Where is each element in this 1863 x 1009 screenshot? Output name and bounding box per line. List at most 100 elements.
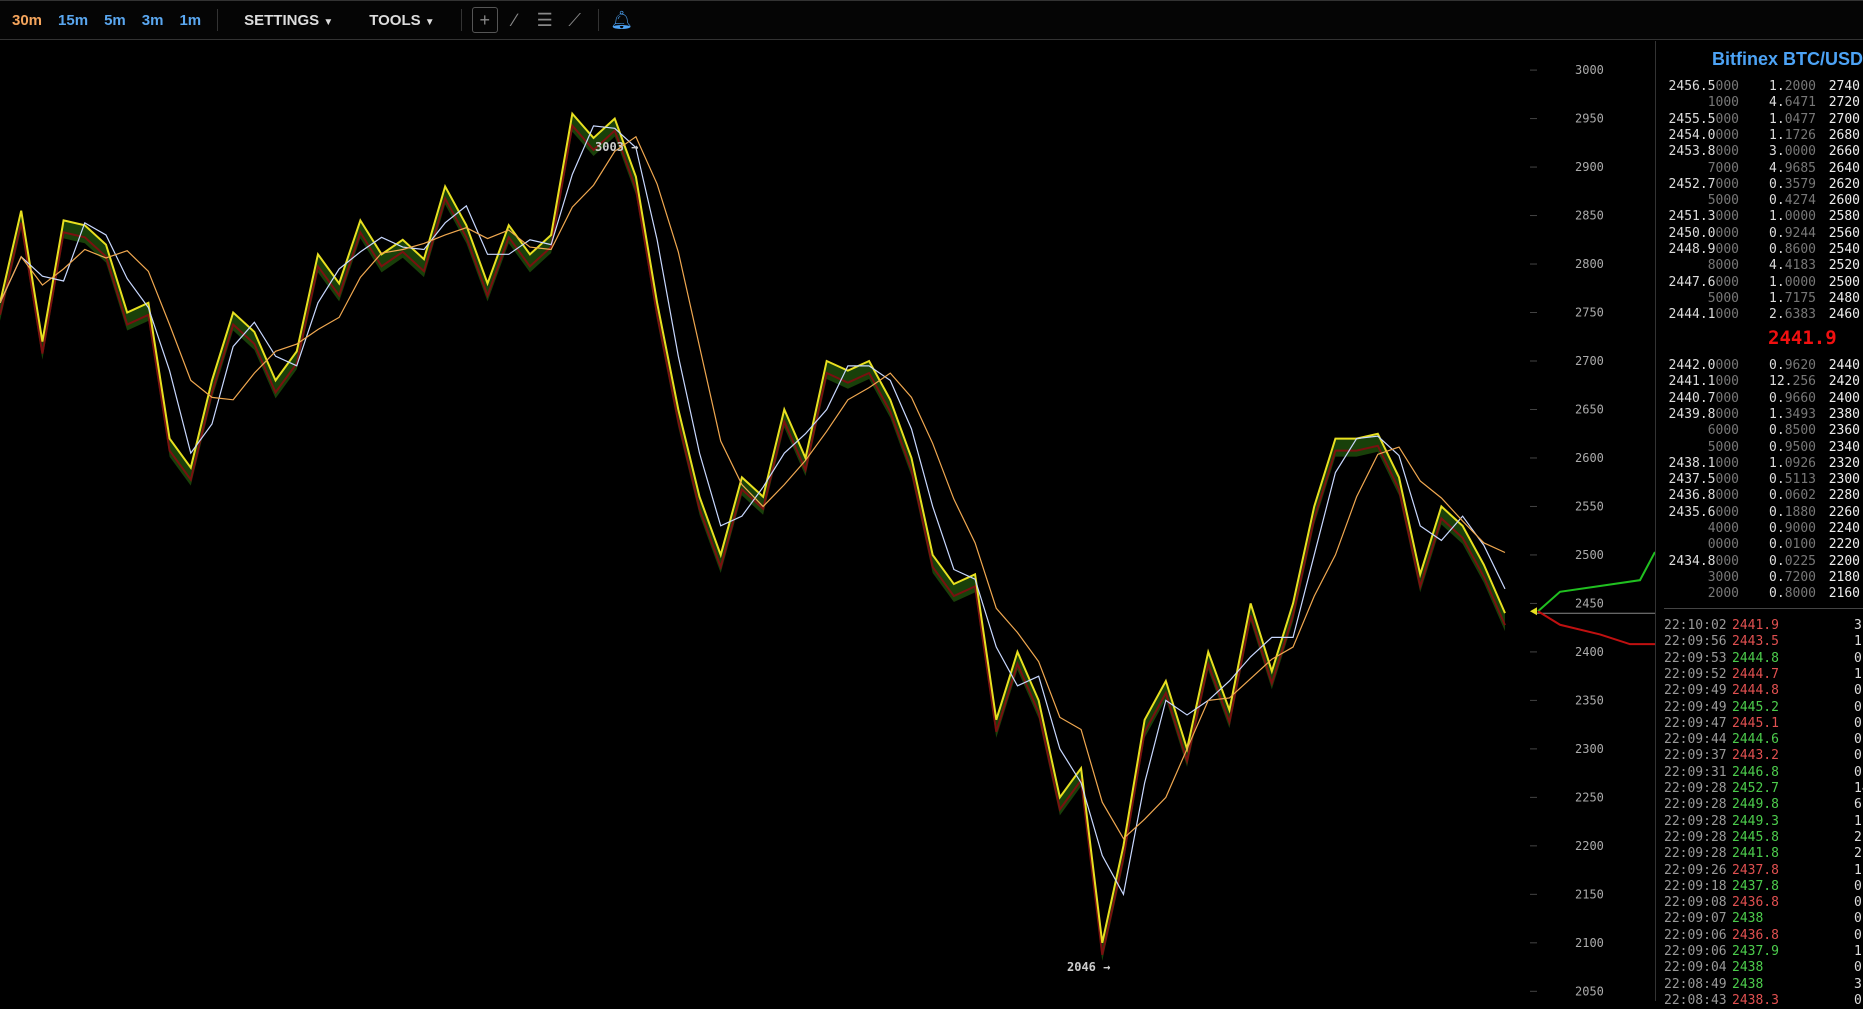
trade-price: 2437.8 — [1732, 878, 1779, 894]
price: 2438.1000 — [1669, 456, 1739, 471]
trade-price: 2443.5 — [1732, 634, 1779, 650]
trade-amount: 2. — [1854, 846, 1863, 862]
amount-minor: 6383 — [1784, 307, 1816, 323]
trade-row: 22:09:47 2445.1 0. — [1664, 716, 1863, 732]
total: 2200 — [1828, 553, 1860, 569]
orderbook-row[interactable]: 0000 0.0100 2220 — [1664, 537, 1863, 553]
orderbook-row[interactable]: 7000 4.9685 2640 — [1664, 161, 1863, 177]
price-minor: 000 — [1715, 358, 1739, 373]
trade-amount: 1. — [1854, 634, 1863, 650]
amount-major: 0. — [1769, 242, 1785, 257]
y-tick-label: 2950 — [1575, 112, 1604, 126]
amount-major: 1. — [1769, 111, 1785, 127]
price: 2451.3000 — [1669, 209, 1739, 224]
orderbook-row[interactable]: 2451.3000 1.0000 2580 — [1664, 209, 1863, 225]
price-minor: 000 — [1715, 242, 1739, 257]
price-chart[interactable]: 3000 2950 2900 2850 2800 2750 2700 2650 2600 2550… — [0, 41, 1655, 1001]
price-minor: 000 — [1715, 553, 1739, 569]
amount-minor: 0477 — [1784, 111, 1816, 127]
orderbook-row[interactable]: 2448.9000 0.8600 2540 — [1664, 242, 1863, 258]
price: 2448.9000 — [1669, 242, 1739, 257]
orderbook-row[interactable]: 5000 0.9500 2340 — [1664, 440, 1863, 456]
price: 2450.0000 — [1669, 226, 1739, 241]
timeframe-30m[interactable]: 30m — [12, 11, 43, 29]
orderbook-row[interactable]: 2456.5000 1.2000 2740 — [1664, 79, 1863, 95]
trade-price: 2449.3 — [1732, 813, 1779, 829]
trade-time: 22:09:49 — [1664, 699, 1727, 715]
orderbook-row[interactable]: 2453.8000 3.0000 2660 — [1664, 144, 1863, 160]
orderbook-row[interactable]: 3000 0.7200 2180 — [1664, 570, 1863, 586]
y-tick-label: 2100 — [1575, 936, 1604, 950]
price-line — [0, 111, 1506, 944]
amount-major: 2. — [1769, 307, 1785, 323]
trade-time: 22:09:47 — [1664, 715, 1727, 731]
timeframe-1m[interactable]: 1m — [179, 11, 202, 29]
orderbook-row[interactable]: 2455.5000 1.0477 2700 — [1664, 112, 1863, 128]
fan-icon[interactable]: ⟋ — [568, 9, 581, 30]
y-tick-label: 2450 — [1575, 596, 1604, 610]
orderbook-row[interactable]: 2450.0000 0.9244 2560 — [1664, 226, 1863, 242]
trade-time: 22:09:28 — [1664, 813, 1727, 829]
trade-row: 22:09:49 2444.8 0. — [1664, 683, 1863, 699]
trade-time: 22:09:31 — [1664, 764, 1727, 780]
orderbook-row[interactable]: 2441.1000 12.256 2420 — [1664, 374, 1863, 390]
horizontal-lines-icon[interactable]: ☰ — [536, 9, 553, 30]
price: 2454.0000 — [1669, 128, 1739, 143]
trendline-icon[interactable]: ∕ — [513, 9, 517, 30]
orderbook-row[interactable]: 2439.8000 1.3493 2380 — [1664, 407, 1863, 423]
tools-menu[interactable]: TOOLS ▼ — [351, 12, 452, 29]
bid-depth-line — [1537, 551, 1655, 613]
y-tick-label: 2050 — [1575, 984, 1604, 998]
orderbook-row[interactable]: 2000 0.8000 2160 — [1664, 586, 1863, 602]
amount-minor: 0000 — [1784, 144, 1816, 160]
price-major: 2453.8 — [1668, 144, 1716, 160]
orderbook-row[interactable]: 2447.6000 1.0000 2500 — [1664, 275, 1863, 291]
y-tick-label: 2900 — [1575, 160, 1604, 174]
orderbook-row[interactable]: 8000 4.4183 2520 — [1664, 258, 1863, 274]
amount-minor: 9500 — [1784, 439, 1816, 455]
timeframe-5m[interactable]: 5m — [104, 11, 126, 29]
total: 2220 — [1828, 537, 1860, 553]
settings-menu[interactable]: SETTINGS ▼ — [226, 12, 351, 29]
amount: 0.9500 — [1769, 440, 1816, 455]
orderbook-row[interactable]: 2434.8000 0.0225 2200 — [1664, 554, 1863, 570]
trade-amount: 1. — [1854, 862, 1863, 878]
orderbook-row[interactable]: 5000 1.7175 2480 — [1664, 291, 1863, 307]
amount: 0.5113 — [1769, 472, 1816, 487]
orderbook-row[interactable]: 2454.0000 1.1726 2680 — [1664, 128, 1863, 144]
amount-major: 0. — [1769, 504, 1785, 520]
orderbook-row[interactable]: 6000 0.8500 2360 — [1664, 423, 1863, 439]
orderbook-row[interactable]: 4000 0.9000 2240 — [1664, 521, 1863, 537]
amount-major: 1. — [1769, 127, 1785, 143]
trade-row: 22:09:28 2445.8 2. — [1664, 830, 1863, 846]
orderbook-row[interactable]: 2438.1000 1.0926 2320 — [1664, 456, 1863, 472]
orderbook-row[interactable]: 2436.8000 0.0602 2280 — [1664, 488, 1863, 504]
amount-major: 3. — [1769, 144, 1785, 160]
orderbook-row[interactable]: 1000 4.6471 2720 — [1664, 95, 1863, 111]
trade-price: 2438 — [1732, 976, 1764, 992]
crosshair-icon[interactable]: + — [471, 7, 498, 33]
price: 0000 — [1708, 537, 1739, 552]
orderbook-row[interactable]: 5000 0.4274 2600 — [1664, 193, 1863, 209]
orderbook-row[interactable]: 2440.7000 0.9660 2400 — [1664, 391, 1863, 407]
trade-amount: 0. — [1854, 911, 1863, 927]
amount-major: 0. — [1769, 472, 1785, 488]
price-major: 2441.1 — [1668, 374, 1716, 390]
high-annotation: 3003 → — [595, 140, 638, 154]
price-minor: 000 — [1715, 274, 1739, 290]
orderbook-row[interactable]: 2437.5000 0.5113 2300 — [1664, 472, 1863, 488]
orderbook-row[interactable]: 2435.6000 0.1880 2260 — [1664, 505, 1863, 521]
trade-amount: 1. — [1854, 666, 1863, 682]
trade-time: 22:09:28 — [1664, 797, 1727, 813]
bell-icon[interactable]: 🔔︎ — [610, 9, 634, 30]
amount-major: 0. — [1769, 553, 1785, 569]
timeframe-3m[interactable]: 3m — [141, 11, 164, 29]
total: 2640 — [1828, 160, 1860, 176]
orderbook-row[interactable]: 2452.7000 0.3579 2620 — [1664, 177, 1863, 193]
trade-row: 22:09:06 2437.9 1. — [1664, 944, 1863, 960]
orderbook-row[interactable]: 2444.1000 2.6383 2460 — [1664, 307, 1863, 323]
amount-major: 1. — [1769, 79, 1785, 94]
total: 2400 — [1828, 390, 1860, 406]
timeframe-15m[interactable]: 15m — [58, 11, 89, 29]
orderbook-row[interactable]: 2442.0000 0.9620 2440 — [1664, 358, 1863, 374]
